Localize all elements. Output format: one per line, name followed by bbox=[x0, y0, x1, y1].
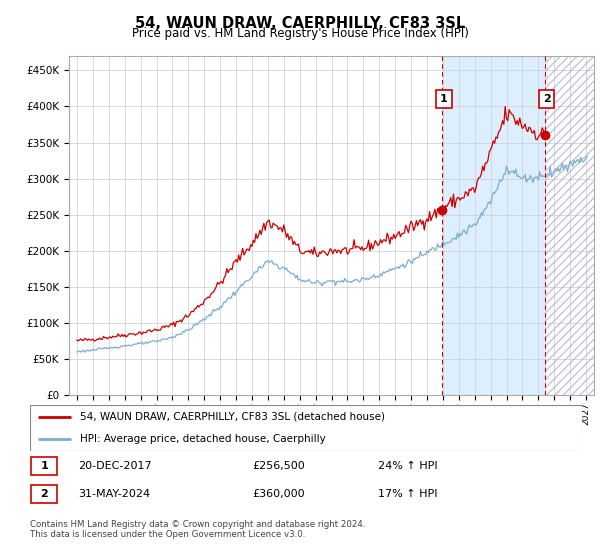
Text: Contains HM Land Registry data © Crown copyright and database right 2024.
This d: Contains HM Land Registry data © Crown c… bbox=[30, 520, 365, 539]
Text: 2: 2 bbox=[543, 94, 550, 104]
Text: 54, WAUN DRAW, CAERPHILLY, CF83 3SL: 54, WAUN DRAW, CAERPHILLY, CF83 3SL bbox=[135, 16, 465, 31]
Text: 54, WAUN DRAW, CAERPHILLY, CF83 3SL (detached house): 54, WAUN DRAW, CAERPHILLY, CF83 3SL (det… bbox=[80, 412, 385, 422]
Text: 1: 1 bbox=[440, 94, 448, 104]
Text: £256,500: £256,500 bbox=[252, 461, 305, 471]
Text: 17% ↑ HPI: 17% ↑ HPI bbox=[378, 489, 437, 499]
Text: 24% ↑ HPI: 24% ↑ HPI bbox=[378, 461, 437, 471]
Text: 20-DEC-2017: 20-DEC-2017 bbox=[78, 461, 152, 471]
Text: 2: 2 bbox=[41, 489, 48, 499]
Text: 1: 1 bbox=[41, 461, 48, 471]
Bar bbox=[545, 56, 594, 395]
Text: Price paid vs. HM Land Registry's House Price Index (HPI): Price paid vs. HM Land Registry's House … bbox=[131, 27, 469, 40]
Text: £360,000: £360,000 bbox=[252, 489, 305, 499]
Bar bbox=[442, 56, 545, 395]
Text: 31-MAY-2024: 31-MAY-2024 bbox=[78, 489, 150, 499]
Text: HPI: Average price, detached house, Caerphilly: HPI: Average price, detached house, Caer… bbox=[80, 434, 325, 444]
Bar bbox=[545, 56, 594, 395]
